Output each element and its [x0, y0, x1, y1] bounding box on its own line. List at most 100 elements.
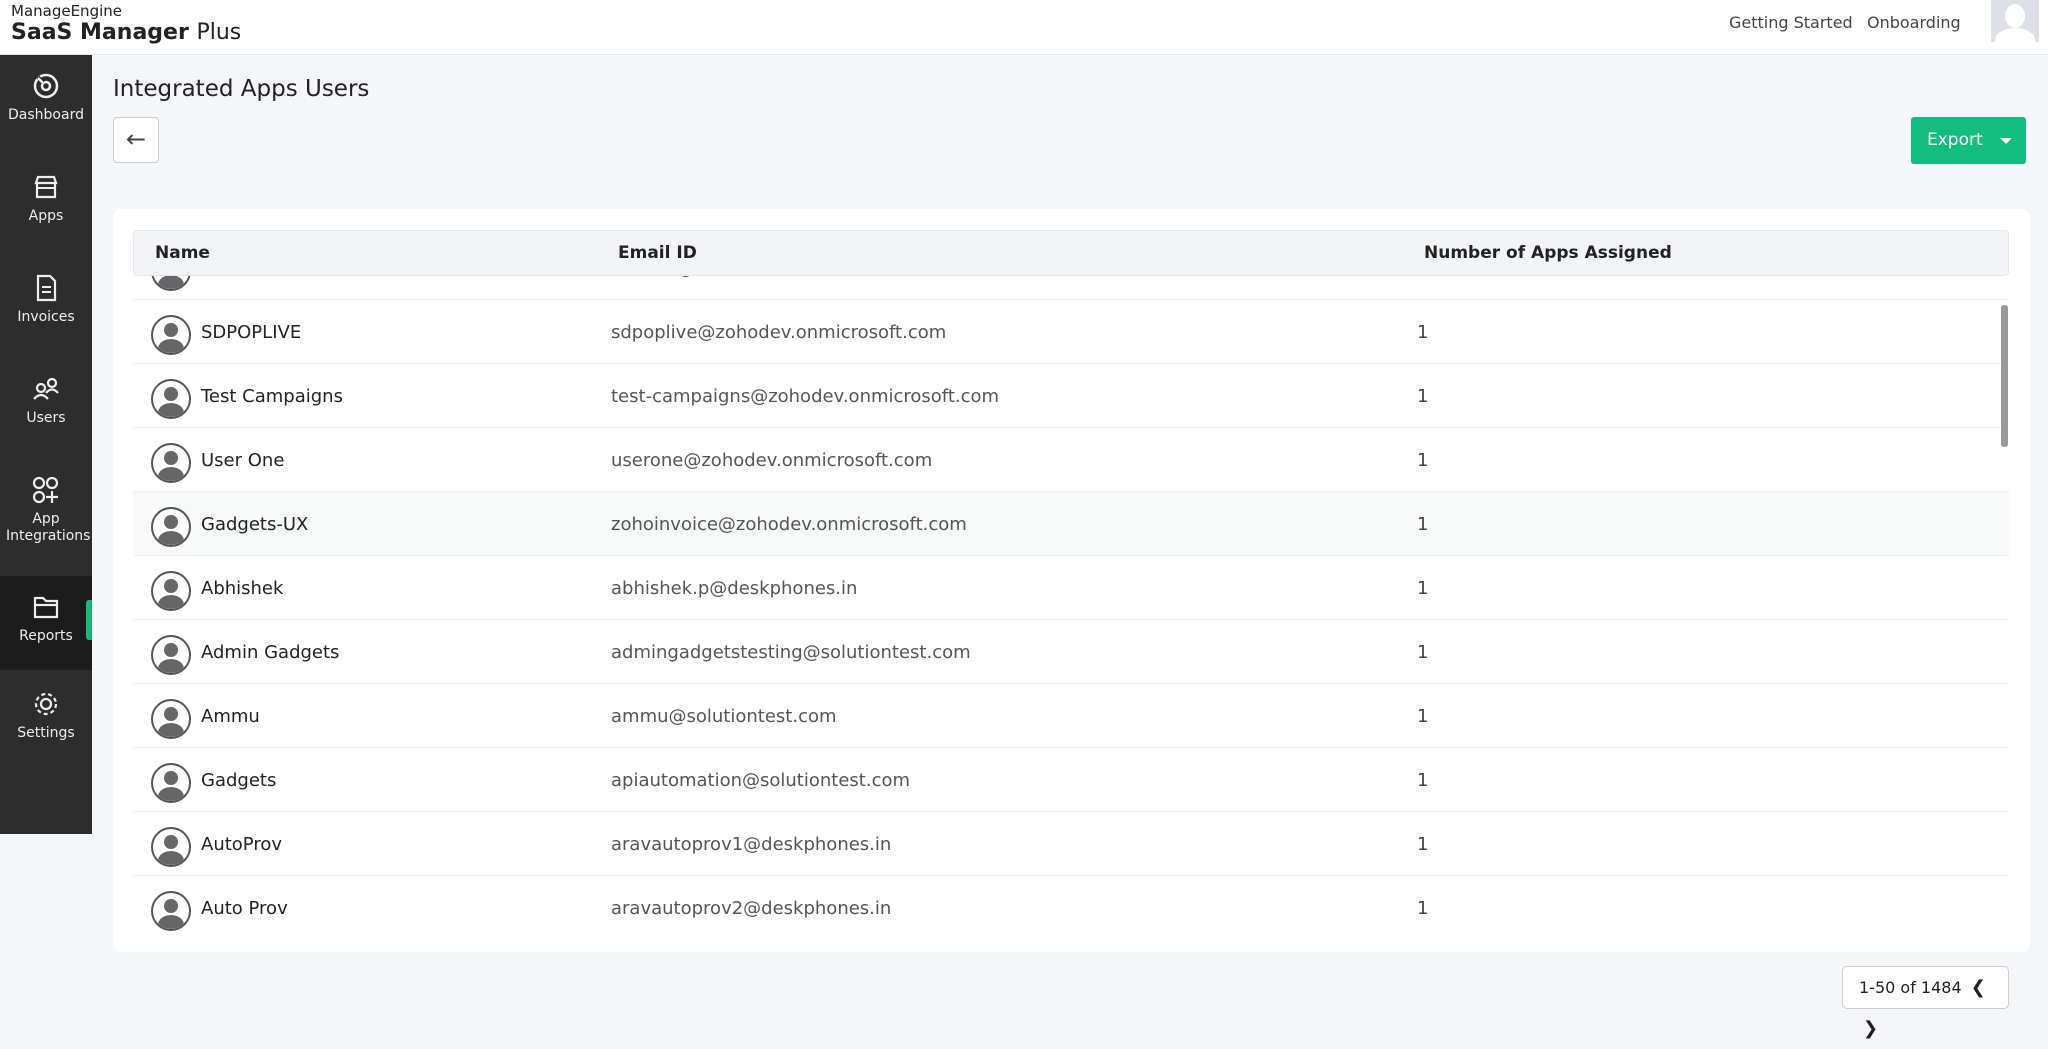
apps-assigned-count: 1	[1417, 578, 1429, 599]
user-name: Auto Prov	[201, 898, 288, 919]
sidebar-label: Settings	[17, 725, 75, 741]
user-name: Admin Gadgets	[201, 642, 340, 663]
table-row[interactable]: Admin Gadgets admingadgetstesting@solutio…	[133, 620, 2009, 684]
users-table: Name Email ID Number of Apps Assigned Na…	[113, 209, 2030, 952]
apps-assigned-count: 1	[1417, 450, 1429, 471]
user-name: Gadgets-UX	[201, 514, 309, 535]
user-email: sdpoplive@zohodev.onmicrosoft.com	[611, 322, 947, 343]
sidebar-label: Apps	[28, 208, 64, 224]
column-header-apps-count[interactable]: Number of Apps Assigned	[1424, 243, 1672, 263]
user-avatar[interactable]	[1991, 0, 2039, 42]
table-scrollbar[interactable]	[2001, 305, 2008, 447]
export-button[interactable]: Export	[1911, 117, 2026, 164]
user-email: aravautoprov2@deskphones.in	[611, 898, 892, 919]
user-name: User One	[201, 450, 285, 471]
sidebar-label: Users	[26, 410, 66, 426]
user-name: Ammu	[201, 706, 260, 727]
app-integrations-icon	[32, 476, 59, 504]
user-avatar-icon	[151, 699, 191, 739]
sidebar-item-invoices[interactable]: Invoices	[0, 257, 92, 357]
apps-assigned-count: 1	[1417, 322, 1429, 343]
apps-assigned-count: 1	[1417, 276, 1428, 279]
user-avatar-icon	[151, 507, 191, 547]
apps-assigned-count: 1	[1417, 514, 1429, 535]
user-email: abhishek.p@deskphones.in	[611, 578, 858, 599]
folder-icon	[33, 596, 59, 619]
prev-page-button[interactable]: ❮	[1970, 977, 1986, 998]
sidebar-item-dashboard[interactable]: Dashboard	[0, 55, 92, 155]
user-email: admingadgetstesting@solutiontest.com	[611, 642, 971, 663]
apps-assigned-count: 1	[1417, 386, 1429, 407]
user-email: aravautoprov1@deskphones.in	[611, 834, 892, 855]
user-email: test-campaigns@zohodev.onmicrosoft.com	[611, 386, 1000, 407]
user-name: SDPOPLIVE	[201, 322, 302, 343]
table-row[interactable]: SDPOPLIVE sdpoplive@zohodev.onmicrosoft.c…	[133, 300, 2009, 364]
brand-suffix: Plus	[196, 20, 242, 45]
back-button[interactable]: ←	[113, 117, 159, 163]
user-avatar-icon	[151, 635, 191, 675]
caret-down-icon[interactable]	[2000, 138, 2012, 144]
user-avatar-icon	[151, 763, 191, 803]
sidebar-item-apps[interactable]: Apps	[0, 156, 92, 256]
apps-assigned-count: 1	[1417, 706, 1429, 727]
page-title: Integrated Apps Users	[113, 76, 370, 102]
table-body: Navamani Samuel samuel@zohodev.onmicrosof…	[133, 276, 2009, 938]
table-row[interactable]: Ammu ammu@solutiontest.com 1	[133, 684, 2009, 748]
table-row[interactable]: Gadgets-UX zohoinvoice@zohodev.onmicrosof…	[133, 492, 2009, 556]
sidebar-item-app-integrations[interactable]: App Integrations	[0, 459, 92, 575]
sidebar-label: Reports	[19, 628, 73, 644]
sidebar-label: App Integrations	[6, 511, 91, 544]
user-avatar-icon	[151, 276, 191, 291]
table-row[interactable]: AutoProv aravautoprov1@deskphones.in 1	[133, 812, 2009, 876]
brand-logo-top: ManageEngine	[11, 2, 122, 20]
sidebar: Dashboard Apps Invoices Users App Integr…	[0, 55, 92, 834]
arrow-left-icon: ←	[125, 125, 147, 153]
user-avatar-icon	[151, 891, 191, 931]
sidebar-item-settings[interactable]: Settings	[0, 673, 92, 773]
user-email: ammu@solutiontest.com	[611, 706, 837, 727]
active-indicator	[86, 600, 92, 640]
sidebar-item-reports[interactable]: Reports	[0, 576, 92, 670]
user-name: Abhishek	[201, 578, 284, 599]
user-avatar-icon	[151, 315, 191, 355]
user-name: Navamani Samuel	[201, 276, 365, 279]
gear-icon	[34, 692, 58, 716]
getting-started-link[interactable]: Getting Started	[1729, 13, 1853, 32]
apps-assigned-count: 1	[1417, 834, 1429, 855]
pagination-range: 1-50 of 1484	[1859, 978, 1962, 997]
table-header: Name Email ID Number of Apps Assigned	[133, 230, 2009, 276]
user-avatar-icon	[151, 827, 191, 867]
column-header-email[interactable]: Email ID	[618, 243, 697, 263]
table-row[interactable]: Auto Prov aravautoprov2@deskphones.in 1	[133, 876, 2009, 938]
user-email: userone@zohodev.onmicrosoft.com	[611, 450, 933, 471]
dashboard-icon	[33, 73, 59, 99]
onboarding-link[interactable]: Onboarding	[1867, 13, 1961, 32]
table-row[interactable]: Abhishek abhishek.p@deskphones.in 1	[133, 556, 2009, 620]
next-page-button[interactable]: ❯	[1863, 1018, 1879, 1039]
store-icon	[34, 175, 58, 199]
brand-logo[interactable]: SaaS Manager Plus	[11, 20, 241, 45]
table-row[interactable]: Test Campaigns test-campaigns@zohodev.onm…	[133, 364, 2009, 428]
user-email: zohoinvoice@zohodev.onmicrosoft.com	[611, 514, 967, 535]
user-avatar-icon	[151, 379, 191, 419]
users-icon	[33, 377, 59, 400]
user-name: Gadgets	[201, 770, 277, 791]
table-row[interactable]: Navamani Samuel samuel@zohodev.onmicrosof…	[133, 276, 2009, 300]
user-avatar-icon	[151, 443, 191, 483]
sidebar-item-users[interactable]: Users	[0, 358, 92, 458]
table-row[interactable]: Gadgets apiautomation@solutiontest.com 1	[133, 748, 2009, 812]
brand-name: SaaS Manager	[11, 20, 189, 45]
user-name: AutoProv	[201, 834, 282, 855]
user-email: apiautomation@solutiontest.com	[611, 770, 911, 791]
user-avatar-icon	[151, 571, 191, 611]
sidebar-label: Dashboard	[8, 107, 84, 123]
apps-assigned-count: 1	[1417, 642, 1429, 663]
user-email: samuel@zohodev.onmicrosoft.com	[611, 276, 925, 279]
top-header: ManageEngine SaaS Manager Plus Getting S…	[0, 0, 2048, 55]
user-name: Test Campaigns	[201, 386, 343, 407]
table-row[interactable]: User One userone@zohodev.onmicrosoft.com 1	[133, 428, 2009, 492]
pagination: 1-50 of 1484 ❮ ❯	[1842, 966, 2009, 1039]
apps-assigned-count: 1	[1417, 898, 1429, 919]
apps-assigned-count: 1	[1417, 770, 1429, 791]
column-header-name[interactable]: Name	[155, 243, 210, 263]
